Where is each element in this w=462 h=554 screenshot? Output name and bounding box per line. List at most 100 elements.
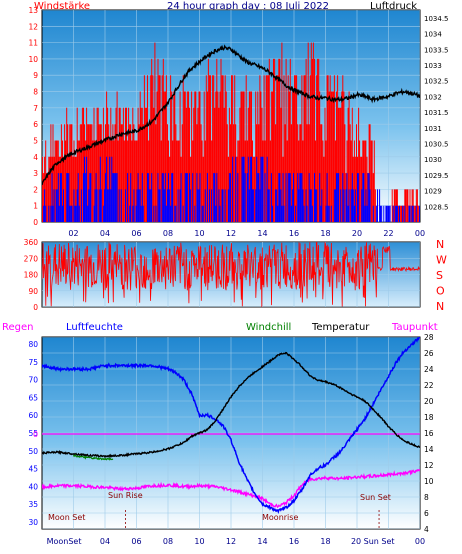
pressure-line xyxy=(42,44,420,186)
climate-hour-tick-label: 12 xyxy=(226,537,236,546)
wind-axis-title: Windstärke xyxy=(34,1,90,12)
legend-dewpoint: Taupunkt xyxy=(391,322,438,333)
hour-tick-label: 18 xyxy=(320,229,330,238)
wind-tick-label: 3 xyxy=(33,169,38,178)
pressure-tick-label: 1033.5 xyxy=(424,46,449,54)
direction-tick-label: 0 xyxy=(33,303,38,312)
legend-rain: Regen xyxy=(2,322,34,333)
compass-label: N xyxy=(436,238,444,251)
pressure-line-group xyxy=(42,44,420,186)
pressure-tick-label: 1032.5 xyxy=(424,78,449,86)
pressure-tick-label: 1034.5 xyxy=(424,15,449,23)
climate-hour-tick-label: 06 xyxy=(131,537,141,546)
temperature-tick-label: 12 xyxy=(424,461,434,470)
compass-label: N xyxy=(436,300,444,313)
wind-tick-label: 12 xyxy=(28,22,38,31)
temperature-axis-ticks: 4 6 8 10 12 14 16 18 20 22 24 26 28 xyxy=(424,333,434,534)
temperature-line xyxy=(42,351,420,459)
hour-tick-label: 20 xyxy=(352,229,362,238)
wind-direction-axis-ticks: 0 90 180 270 360 xyxy=(24,238,39,312)
wind-tick-label: 2 xyxy=(33,185,38,194)
wind-tick-label: 4 xyxy=(33,153,38,162)
chart-title: 24 hour graph day : 08 Juli 2022 xyxy=(167,1,329,12)
temperature-tick-label: 18 xyxy=(424,413,434,422)
hour-tick-label: 22 xyxy=(383,229,393,238)
hour-tick-label: 02 xyxy=(68,229,78,238)
direction-tick-label: 270 xyxy=(24,254,39,263)
climate-hour-tick-label: 08 xyxy=(163,537,173,546)
humidity-tick-label: 55 xyxy=(28,429,38,438)
temperature-tick-label: 14 xyxy=(424,445,434,454)
humidity-tick-label: 75 xyxy=(28,358,38,367)
humidity-tick-label: 60 xyxy=(28,411,38,420)
temperature-tick-label: 10 xyxy=(424,477,434,486)
temperature-tick-label: 16 xyxy=(424,429,434,438)
hour-tick-label: 10 xyxy=(194,229,204,238)
pressure-tick-label: 1029 xyxy=(424,188,442,196)
windchill-line xyxy=(72,454,114,461)
hour-tick-label: 08 xyxy=(163,229,173,238)
legend-temperature: Temperatur xyxy=(311,322,370,333)
humidity-tick-label: 65 xyxy=(28,393,38,402)
pressure-tick-label: 1033 xyxy=(424,62,442,70)
climate-hour-tick-label: 16 xyxy=(289,537,299,546)
pressure-tick-label: 1031 xyxy=(424,125,442,133)
pressure-tick-label: 1030.5 xyxy=(424,140,449,148)
climate-hour-tick-label: MoonSet xyxy=(47,537,82,546)
hour-tick-label: 06 xyxy=(131,229,141,238)
hour-tick-label: 16 xyxy=(289,229,299,238)
temperature-tick-label: 4 xyxy=(424,525,429,534)
climate-hour-tick-label: 04 xyxy=(100,537,110,546)
temperature-tick-label: 26 xyxy=(424,349,434,358)
annotation-sun-rise: Sun Rise xyxy=(108,491,143,500)
temperature-tick-label: 28 xyxy=(424,333,434,342)
wind-direction-line-group xyxy=(42,242,420,307)
temperature-tick-label: 8 xyxy=(424,493,429,502)
wind-tick-label: 13 xyxy=(28,6,38,15)
direction-tick-label: 90 xyxy=(28,287,38,296)
climate-hour-ticks: MoonSet 04 06 08 10 12 14 16 18 20 Sun Set 00 xyxy=(47,537,425,546)
annotation-sun-set: Sun Set xyxy=(360,493,391,502)
humidity-tick-label: 50 xyxy=(28,447,38,456)
hour-tick-label: 00 xyxy=(415,229,425,238)
pressure-tick-label: 1028.5 xyxy=(424,203,449,211)
pressure-tick-label: 1029.5 xyxy=(424,172,449,180)
dewpoint-line xyxy=(42,468,420,509)
pressure-axis-title: Luftdruck xyxy=(370,1,417,12)
legend-humidity: Luftfeuchte xyxy=(66,322,123,333)
wind-tick-label: 10 xyxy=(28,55,38,64)
pressure-tick-label: 1034 xyxy=(424,31,442,39)
wind-speed-bars xyxy=(42,42,420,222)
wind-direction-line xyxy=(42,242,420,307)
wind-speed-bars-blue xyxy=(43,156,420,222)
humidity-tick-label: 40 xyxy=(28,482,38,491)
humidity-tick-label: 45 xyxy=(28,465,38,474)
hour-tick-label: 14 xyxy=(257,229,267,238)
hour-tick-label: 04 xyxy=(100,229,110,238)
wind-tick-label: 8 xyxy=(33,88,38,97)
wind-tick-label: 5 xyxy=(33,136,38,145)
temperature-tick-label: 24 xyxy=(424,365,434,374)
temperature-tick-label: 6 xyxy=(424,509,429,518)
annotation-moonrise: Moonrise xyxy=(262,513,298,522)
legend-windchill: Windchill xyxy=(246,322,291,333)
climate-hour-tick-label: 20 Sun Set xyxy=(351,537,395,546)
pressure-tick-label: 1030 xyxy=(424,156,442,164)
humidity-tick-label: 30 xyxy=(28,518,38,527)
annotation-moon-set: Moon Set xyxy=(48,513,85,522)
humidity-axis-ticks: 30 35 40 45 50 55 60 65 70 75 80 xyxy=(28,340,38,527)
compass-label: W xyxy=(436,254,447,267)
climate-hour-tick-label: 00 xyxy=(415,537,425,546)
humidity-tick-label: 80 xyxy=(28,340,38,349)
wind-tick-label: 0 xyxy=(33,218,38,227)
wind-tick-label: 7 xyxy=(33,104,38,113)
wind-tick-label: 1 xyxy=(33,202,38,211)
pressure-tick-label: 1031.5 xyxy=(424,109,449,117)
direction-tick-label: 180 xyxy=(24,271,39,280)
pressure-axis-ticks: 1028.5 1029 1029.5 1030 1030.5 1031 1031.5 1032… xyxy=(424,15,449,211)
hour-tick-label: 12 xyxy=(226,229,236,238)
compass-label: S xyxy=(436,269,443,282)
